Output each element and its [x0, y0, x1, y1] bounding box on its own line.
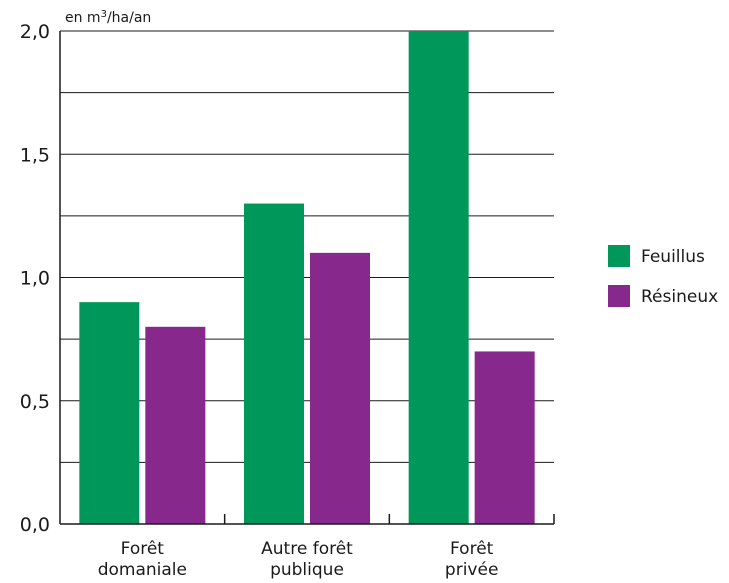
legend-swatch-resineux	[608, 285, 630, 307]
legend-label: Résineux	[641, 287, 718, 307]
legend-label: Feuillus	[641, 247, 705, 267]
legend-swatch-feuillus	[608, 245, 630, 267]
axes	[59, 31, 554, 525]
y-tick-label: 0,5	[20, 391, 50, 413]
bars	[79, 31, 535, 525]
bar-resineux	[310, 252, 370, 524]
x-axis-category-labels: Forêt domaniale Autre forêt publique Forêt pr…	[98, 539, 499, 580]
bar-feuillus	[408, 31, 469, 524]
bar-feuillus	[79, 302, 140, 524]
y-tick-label: 1,5	[20, 144, 50, 166]
x-axis-ticks	[223, 514, 555, 524]
y-axis-tick-labels: 0,0 0,5 1,0 1,5 2,0	[20, 21, 50, 536]
y-axis-unit-label: en m3/ha/an	[65, 9, 151, 26]
bar-resineux	[474, 351, 535, 524]
x-category-label: Autre forêt publique	[261, 539, 353, 580]
y-tick-label: 2,0	[20, 21, 50, 43]
y-tick-label: 1,0	[20, 268, 50, 290]
bar-resineux	[145, 326, 206, 524]
x-category-label: Forêt privée	[445, 539, 498, 580]
legend: Feuillus Résineux	[608, 245, 718, 307]
gridlines	[60, 30, 554, 463]
y-tick-label: 0,0	[20, 514, 50, 536]
x-category-label: Forêt domaniale	[98, 539, 187, 580]
bar-feuillus	[244, 203, 304, 525]
